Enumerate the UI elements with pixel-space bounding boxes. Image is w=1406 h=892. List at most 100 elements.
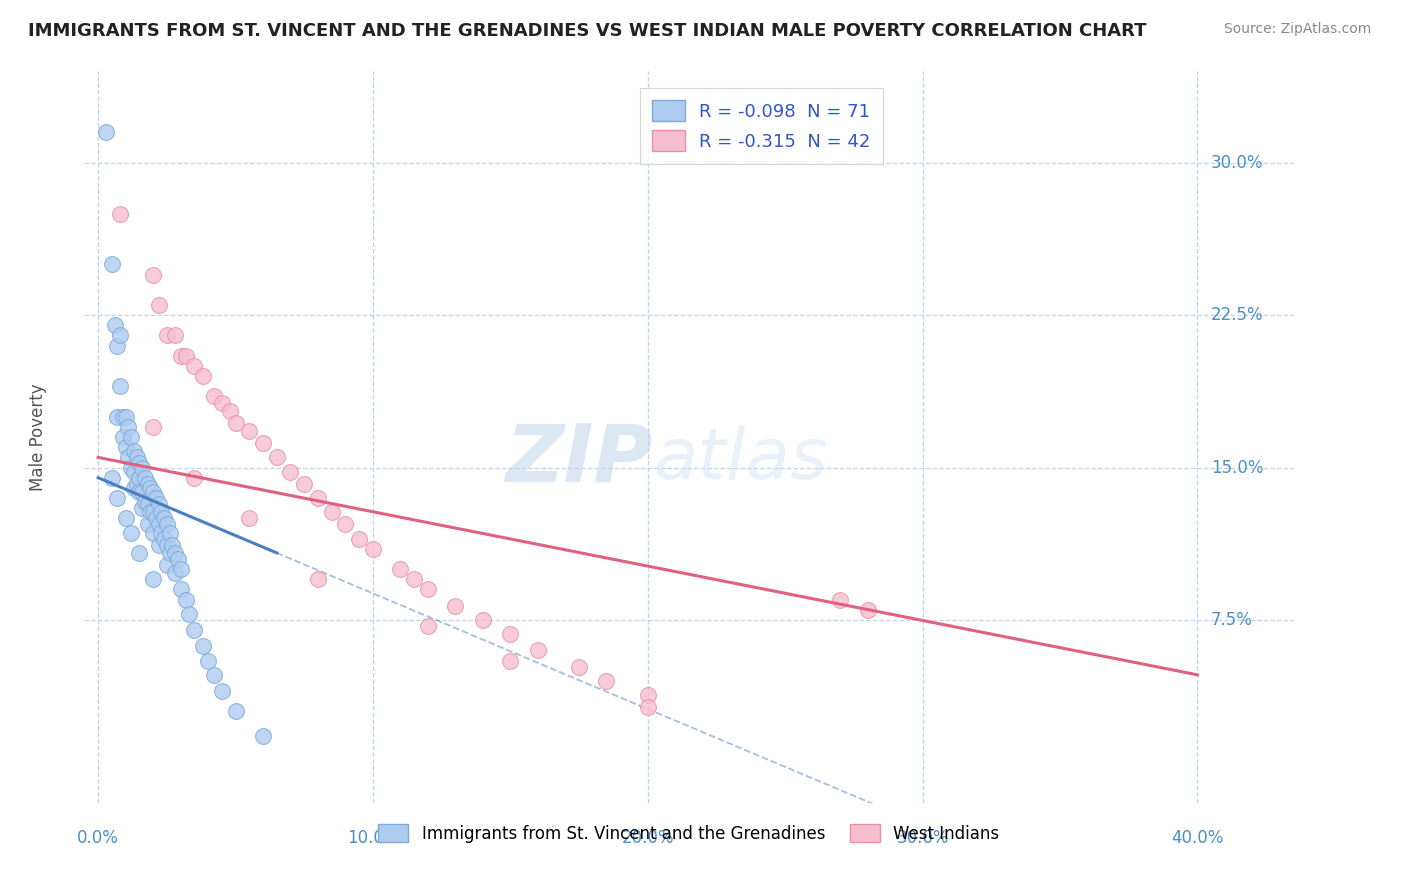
Point	[139, 481, 162, 495]
Point	[131, 485, 153, 500]
Point	[637, 688, 659, 702]
Point	[292, 476, 315, 491]
Point	[142, 505, 165, 519]
Point	[153, 511, 176, 525]
Point	[166, 552, 188, 566]
Point	[169, 562, 191, 576]
Point	[142, 420, 165, 434]
Point	[266, 450, 288, 465]
Point	[177, 607, 200, 621]
Point	[153, 532, 176, 546]
Point	[108, 328, 131, 343]
Point	[202, 389, 225, 403]
Point	[280, 465, 302, 479]
Point	[165, 546, 187, 560]
Point	[145, 491, 167, 505]
Point	[471, 613, 494, 627]
Point	[142, 268, 165, 282]
Point	[125, 450, 148, 465]
Point	[238, 511, 260, 525]
Point	[389, 562, 412, 576]
Point	[347, 532, 370, 546]
Point	[211, 395, 233, 409]
Point	[104, 318, 127, 333]
Point	[169, 349, 191, 363]
Point	[416, 582, 439, 597]
Point	[595, 673, 617, 688]
Point	[136, 497, 159, 511]
Point	[159, 525, 181, 540]
Point	[307, 572, 329, 586]
Point	[856, 603, 879, 617]
Point	[108, 379, 131, 393]
Text: 22.5%: 22.5%	[1211, 306, 1264, 324]
Point	[134, 495, 156, 509]
Point	[120, 430, 142, 444]
Point	[202, 667, 225, 681]
Point	[830, 592, 852, 607]
Point	[105, 409, 128, 424]
Point	[219, 403, 242, 417]
Text: 7.5%: 7.5%	[1211, 611, 1253, 629]
Point	[128, 457, 150, 471]
Point	[142, 572, 165, 586]
Point	[191, 640, 214, 654]
Text: Male Poverty: Male Poverty	[30, 384, 48, 491]
Point	[156, 558, 179, 573]
Point	[148, 497, 170, 511]
Point	[145, 511, 167, 525]
Point	[142, 485, 165, 500]
Point	[136, 476, 159, 491]
Point	[156, 538, 179, 552]
Point	[527, 643, 550, 657]
Point	[128, 546, 150, 560]
Text: 20.0%: 20.0%	[621, 830, 673, 847]
Point	[148, 538, 170, 552]
Point	[136, 517, 159, 532]
Text: Source: ZipAtlas.com: Source: ZipAtlas.com	[1223, 22, 1371, 37]
Point	[148, 517, 170, 532]
Point	[114, 511, 136, 525]
Point	[197, 654, 219, 668]
Point	[162, 538, 184, 552]
Text: IMMIGRANTS FROM ST. VINCENT AND THE GRENADINES VS WEST INDIAN MALE POVERTY CORRE: IMMIGRANTS FROM ST. VINCENT AND THE GREN…	[28, 22, 1147, 40]
Point	[404, 572, 426, 586]
Point	[252, 436, 274, 450]
Point	[444, 599, 467, 613]
Point	[111, 409, 134, 424]
Point	[183, 359, 205, 373]
Point	[335, 517, 357, 532]
Point	[307, 491, 329, 505]
Point	[416, 619, 439, 633]
Point	[159, 546, 181, 560]
Point	[120, 525, 142, 540]
Point	[499, 627, 522, 641]
Text: 30.0%: 30.0%	[1211, 153, 1264, 172]
Point	[122, 465, 145, 479]
Point	[128, 485, 150, 500]
Text: 30.0%: 30.0%	[896, 830, 949, 847]
Text: atlas: atlas	[652, 425, 827, 493]
Point	[150, 505, 173, 519]
Point	[122, 444, 145, 458]
Point	[139, 505, 162, 519]
Point	[183, 471, 205, 485]
Text: 0.0%: 0.0%	[77, 830, 120, 847]
Point	[361, 541, 384, 556]
Point	[148, 298, 170, 312]
Point	[225, 705, 247, 719]
Point	[122, 481, 145, 495]
Legend: Immigrants from St. Vincent and the Grenadines, West Indians: Immigrants from St. Vincent and the Gren…	[371, 817, 1007, 849]
Text: 15.0%: 15.0%	[1211, 458, 1264, 476]
Point	[134, 471, 156, 485]
Point	[117, 420, 139, 434]
Point	[156, 328, 179, 343]
Point	[105, 491, 128, 505]
Point	[105, 338, 128, 352]
Point	[128, 471, 150, 485]
Point	[142, 525, 165, 540]
Point	[125, 476, 148, 491]
Point	[321, 505, 343, 519]
Point	[131, 460, 153, 475]
Point	[101, 257, 124, 271]
